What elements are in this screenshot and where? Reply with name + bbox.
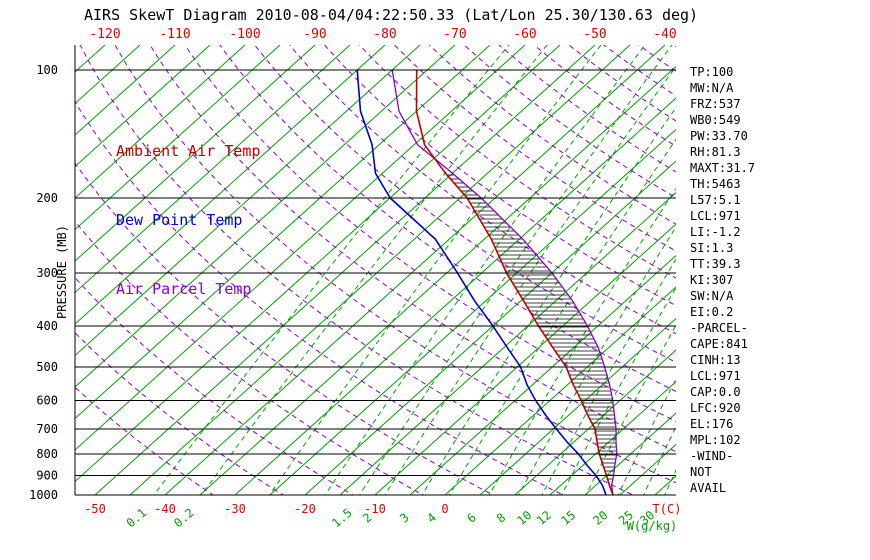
bottom-temp-label: -40	[154, 502, 176, 516]
stat-line: -WIND-	[690, 449, 734, 463]
bottom-temp-label: -30	[224, 502, 246, 516]
temp-unit-label: T(C)	[653, 502, 682, 516]
pressure-tick-label: 800	[36, 447, 58, 461]
mixing-ratio-label: 12	[534, 508, 554, 528]
bottom-temp-label: -10	[364, 502, 386, 516]
pressure-lines	[74, 45, 676, 496]
mixing-ratio-label: 0.1	[124, 506, 150, 531]
stat-line: PW:33.70	[690, 129, 748, 143]
stat-line: LI:-1.2	[690, 225, 741, 239]
isotherm-lines	[75, 45, 676, 495]
stats-panel: TP:100 MW:N/A FRZ:537 WB0:549 PW:33.70 RH:81.…	[690, 64, 755, 496]
stat-line: CAP:0.0	[690, 385, 741, 399]
mixing-ratio-label: 10	[514, 508, 534, 528]
stat-line: CAPE:841	[690, 337, 748, 351]
mixing-ratio-label: 8	[494, 510, 509, 525]
stat-line: LFC:920	[690, 401, 741, 415]
stat-line: LCL:971	[690, 369, 741, 383]
mixing-ratio-label: 20	[590, 508, 610, 528]
stat-line: TH:5463	[690, 177, 741, 191]
stat-line: -PARCEL-	[690, 321, 748, 335]
stat-line: LCL:971	[690, 209, 741, 223]
stat-line: MAXT:31.7	[690, 161, 756, 175]
pressure-tick-label: 200	[36, 191, 58, 205]
stat-line: MPL:102	[690, 433, 741, 447]
cape-hatch-area	[447, 174, 617, 480]
mixing-ratio-label: 6	[464, 510, 479, 525]
plot-area	[75, 45, 676, 495]
stat-line: SI:1.3	[690, 241, 734, 255]
top-temp-label: -60	[513, 27, 536, 42]
stat-line: SW:N/A	[690, 289, 734, 303]
mixing-ratio-label: 15	[558, 508, 578, 528]
pressure-tick-label: 900	[36, 469, 58, 483]
pressure-tick-label: 600	[36, 394, 58, 408]
pressure-axis-label: PRESSURE (MB)	[55, 225, 69, 319]
stat-line: EI:0.2	[690, 305, 734, 319]
stat-line: WB0:549	[690, 113, 741, 127]
stat-line: FRZ:537	[690, 97, 741, 111]
stat-line: NOT	[690, 465, 712, 479]
top-temp-label: -80	[373, 27, 396, 42]
top-temp-label: -50	[583, 27, 606, 42]
stat-line: CINH:13	[690, 353, 741, 367]
pressure-tick-label: 400	[36, 319, 58, 333]
legend-air-parcel-temp: Air Parcel Temp	[116, 280, 252, 298]
mixing-ratio-label: 3	[397, 510, 412, 525]
top-temp-label: -70	[443, 27, 466, 42]
mixing-ratio-lines	[153, 45, 676, 495]
bottom-temp-label: -20	[294, 502, 316, 516]
chart-title: AIRS SkewT Diagram 2010-08-04/04:22:50.3…	[84, 6, 699, 24]
legend-ambient-air-temp: Ambient Air Temp	[116, 142, 261, 160]
plot-legend: Ambient Air Temp Dew Point Temp Air Parc…	[116, 94, 261, 347]
pressure-tick-label: 700	[36, 422, 58, 436]
stat-line: RH:81.3	[690, 145, 741, 159]
mixing-ratio-label: 4	[424, 510, 439, 525]
stat-line: AVAIL	[690, 481, 727, 495]
bottom-temp-label: -50	[84, 502, 106, 516]
stat-line: KI:307	[690, 273, 734, 287]
dewpoint-temp-curve	[356, 69, 607, 495]
mixing-unit-label: W(g/kg)	[627, 519, 678, 533]
stat-line: TP:100	[690, 65, 734, 79]
top-temp-label: -100	[229, 27, 260, 42]
mixing-ratio-label: 1.5	[329, 506, 355, 531]
dry-adiabat-lines	[75, 45, 676, 495]
stat-line: TT:39.3	[690, 257, 741, 271]
pressure-tick-label: 300	[36, 266, 58, 280]
legend-dew-point-temp: Dew Point Temp	[116, 211, 243, 229]
pressure-tick-label: 500	[36, 360, 58, 374]
stat-line: EL:176	[690, 417, 734, 431]
top-temp-label: -40	[653, 27, 676, 42]
stat-line: MW:N/A	[690, 81, 734, 95]
bottom-temp-label: 0	[441, 502, 448, 516]
top-temp-label: -120	[89, 27, 120, 42]
pressure-tick-label: 100	[36, 63, 58, 77]
top-temp-label: -90	[303, 27, 326, 42]
stat-line: L57:5.1	[690, 193, 741, 207]
axis-labels: -120 -110 -100 -90 -80 -70 -60 -50 -40-50 -40 -30-…	[29, 27, 681, 533]
pressure-tick-label: 1000	[29, 488, 58, 502]
top-temp-label: -110	[159, 27, 190, 42]
